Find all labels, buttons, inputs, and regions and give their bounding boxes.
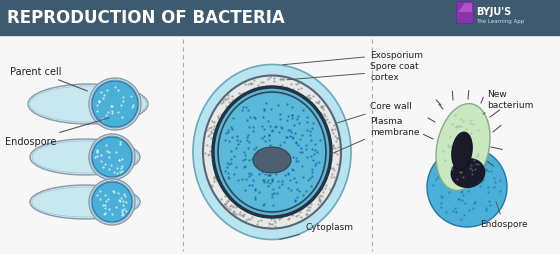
Ellipse shape xyxy=(253,147,291,173)
Ellipse shape xyxy=(92,182,132,222)
Text: Exosporium: Exosporium xyxy=(283,50,423,66)
Ellipse shape xyxy=(218,93,326,212)
Ellipse shape xyxy=(30,185,140,219)
Ellipse shape xyxy=(89,134,135,180)
Bar xyxy=(455,1,559,35)
Text: New
bacterium: New bacterium xyxy=(483,90,533,115)
Ellipse shape xyxy=(30,139,140,175)
Text: Parent cell: Parent cell xyxy=(10,67,87,92)
Polygon shape xyxy=(458,4,472,13)
FancyBboxPatch shape xyxy=(456,3,474,24)
Bar xyxy=(0,0,560,36)
Text: Endospore: Endospore xyxy=(5,118,109,146)
Text: Endospore: Endospore xyxy=(480,202,528,229)
Text: The Learning App: The Learning App xyxy=(476,19,524,24)
Text: Plasma
membrane: Plasma membrane xyxy=(332,117,419,154)
Text: Cytoplasm: Cytoplasm xyxy=(279,223,353,239)
Ellipse shape xyxy=(28,85,148,124)
Ellipse shape xyxy=(91,181,133,223)
Text: REPRODUCTION OF BACTERIA: REPRODUCTION OF BACTERIA xyxy=(7,9,284,27)
Ellipse shape xyxy=(91,136,133,178)
Ellipse shape xyxy=(89,79,141,131)
Ellipse shape xyxy=(451,158,486,188)
Text: BYJU'S: BYJU'S xyxy=(476,7,511,17)
Ellipse shape xyxy=(193,65,351,240)
Ellipse shape xyxy=(427,147,507,227)
Ellipse shape xyxy=(452,133,472,170)
Text: Core wall: Core wall xyxy=(337,102,412,124)
Ellipse shape xyxy=(203,76,341,229)
Ellipse shape xyxy=(92,137,132,177)
Ellipse shape xyxy=(220,95,324,210)
Ellipse shape xyxy=(213,88,331,217)
Ellipse shape xyxy=(436,104,490,190)
Ellipse shape xyxy=(89,179,135,225)
Text: Spore coat
cortex: Spore coat cortex xyxy=(287,62,419,81)
Ellipse shape xyxy=(92,82,138,128)
Ellipse shape xyxy=(91,81,139,129)
